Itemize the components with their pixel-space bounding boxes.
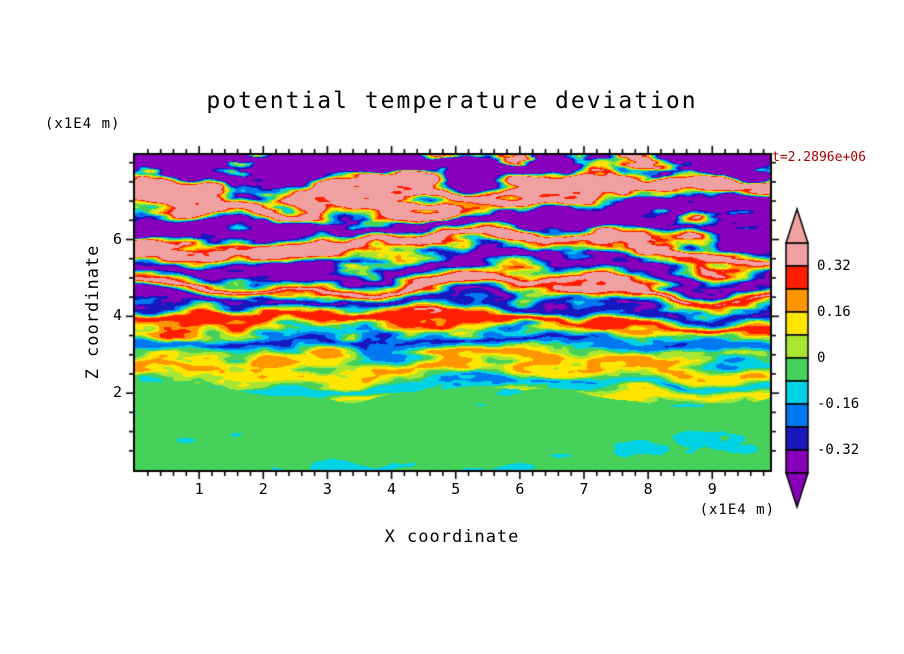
colorbar-tick-label: 0.32 [817,258,851,274]
z-tick-label: 4 [112,306,122,325]
x-tick-label: 9 [707,480,717,498]
colorbar-tick-label: -0.32 [817,442,860,458]
x-axis-title: X coordinate [384,527,520,547]
timestamp-label: t=2.2896e+06 [772,150,866,165]
x-tick-label: 4 [387,480,397,498]
colorbar-tick-label: -0.16 [817,396,860,412]
x-tick-label: 1 [194,480,204,498]
x-tick-label: 3 [322,480,332,498]
x-axis-unit-label: (x1E4 m) [699,502,775,518]
chart-title: potential temperature deviation [206,88,698,114]
x-tick-label: 2 [258,480,268,498]
x-tick-label: 7 [579,480,589,498]
z-axis-unit-label: (x1E4 m) [45,116,121,132]
z-tick-label: 2 [112,383,122,402]
x-tick-label: 6 [515,480,525,498]
x-tick-label: 5 [451,480,461,498]
z-axis-title: Z coordinate [83,244,103,380]
x-tick-label: 8 [643,480,653,498]
z-tick-label: 6 [112,229,122,248]
colorbar-tick-label: 0 [817,350,826,366]
colorbar-tick-label: 0.16 [817,304,851,320]
